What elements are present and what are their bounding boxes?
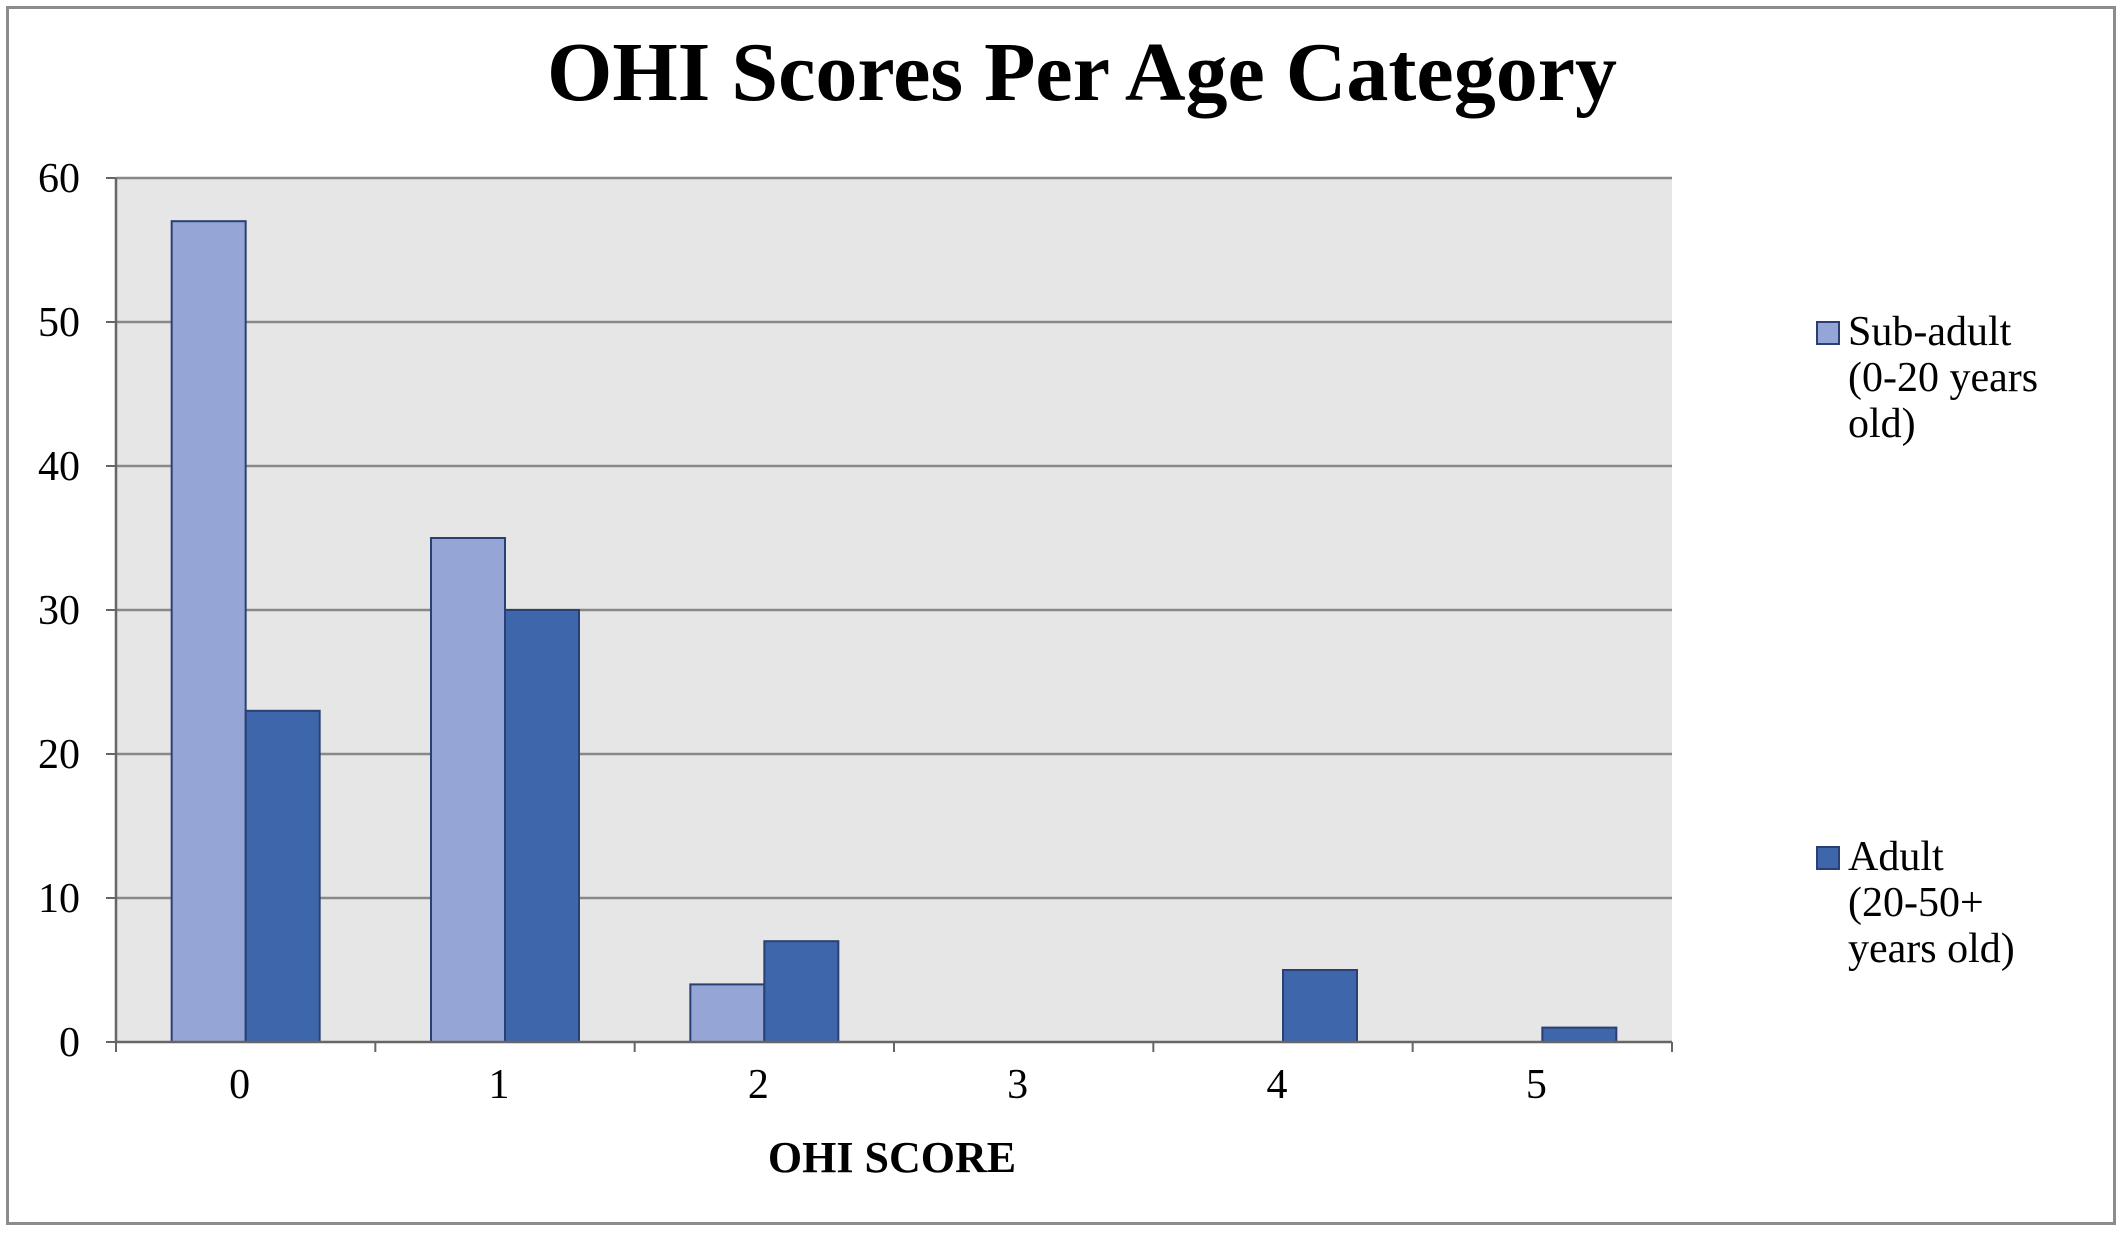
x-tick-label: 3 bbox=[1007, 1062, 1028, 1108]
x-tick-label: 0 bbox=[229, 1062, 250, 1108]
x-tick-label: 4 bbox=[1267, 1062, 1288, 1108]
legend-label-line: Sub-adult bbox=[1848, 309, 2012, 355]
bar-subadult bbox=[170, 220, 247, 1043]
bars bbox=[170, 220, 1618, 1044]
y-tick-label: 10 bbox=[38, 876, 80, 922]
chart-title: OHI Scores Per Age Category bbox=[547, 26, 1617, 119]
legend-swatch bbox=[1816, 321, 1840, 345]
x-tick-label: 1 bbox=[489, 1062, 510, 1108]
bar-subadult bbox=[689, 983, 766, 1044]
y-tick-label: 0 bbox=[59, 1020, 80, 1066]
legend-swatch bbox=[1816, 846, 1840, 870]
bar-adult bbox=[244, 709, 321, 1043]
legend-label-line: years old) bbox=[1848, 926, 2015, 972]
y-tick-label: 20 bbox=[38, 732, 80, 778]
y-tick-label: 40 bbox=[38, 444, 80, 490]
legend-label-line: (0-20 years bbox=[1848, 355, 2038, 401]
bar-adult bbox=[504, 609, 580, 1043]
x-tick-label: 2 bbox=[748, 1062, 769, 1108]
bar-adult bbox=[1541, 1026, 1618, 1043]
x-axis-title: OHI SCORE bbox=[768, 1133, 1016, 1182]
x-tick-label: 5 bbox=[1526, 1062, 1547, 1108]
y-tick-label: 30 bbox=[38, 588, 80, 634]
tick-labels: 0 10 20 30 40 50 60 0 1 2 3 4 5 bbox=[38, 156, 1547, 1108]
bar-subadult bbox=[430, 537, 506, 1043]
legend-label-line: Adult bbox=[1848, 834, 1944, 880]
y-tick-label: 50 bbox=[38, 300, 80, 346]
axes bbox=[114, 178, 1673, 1052]
legend-label-line: (20-50+ bbox=[1848, 880, 1984, 926]
y-tick-label: 60 bbox=[38, 156, 80, 202]
bar-adult bbox=[1282, 969, 1358, 1043]
legend-label-line: old) bbox=[1848, 401, 1916, 447]
bar-adult bbox=[763, 940, 840, 1044]
gridlines bbox=[106, 176, 1672, 1043]
legend-item-adult: Adult(20-50+years old) bbox=[1816, 834, 2015, 972]
